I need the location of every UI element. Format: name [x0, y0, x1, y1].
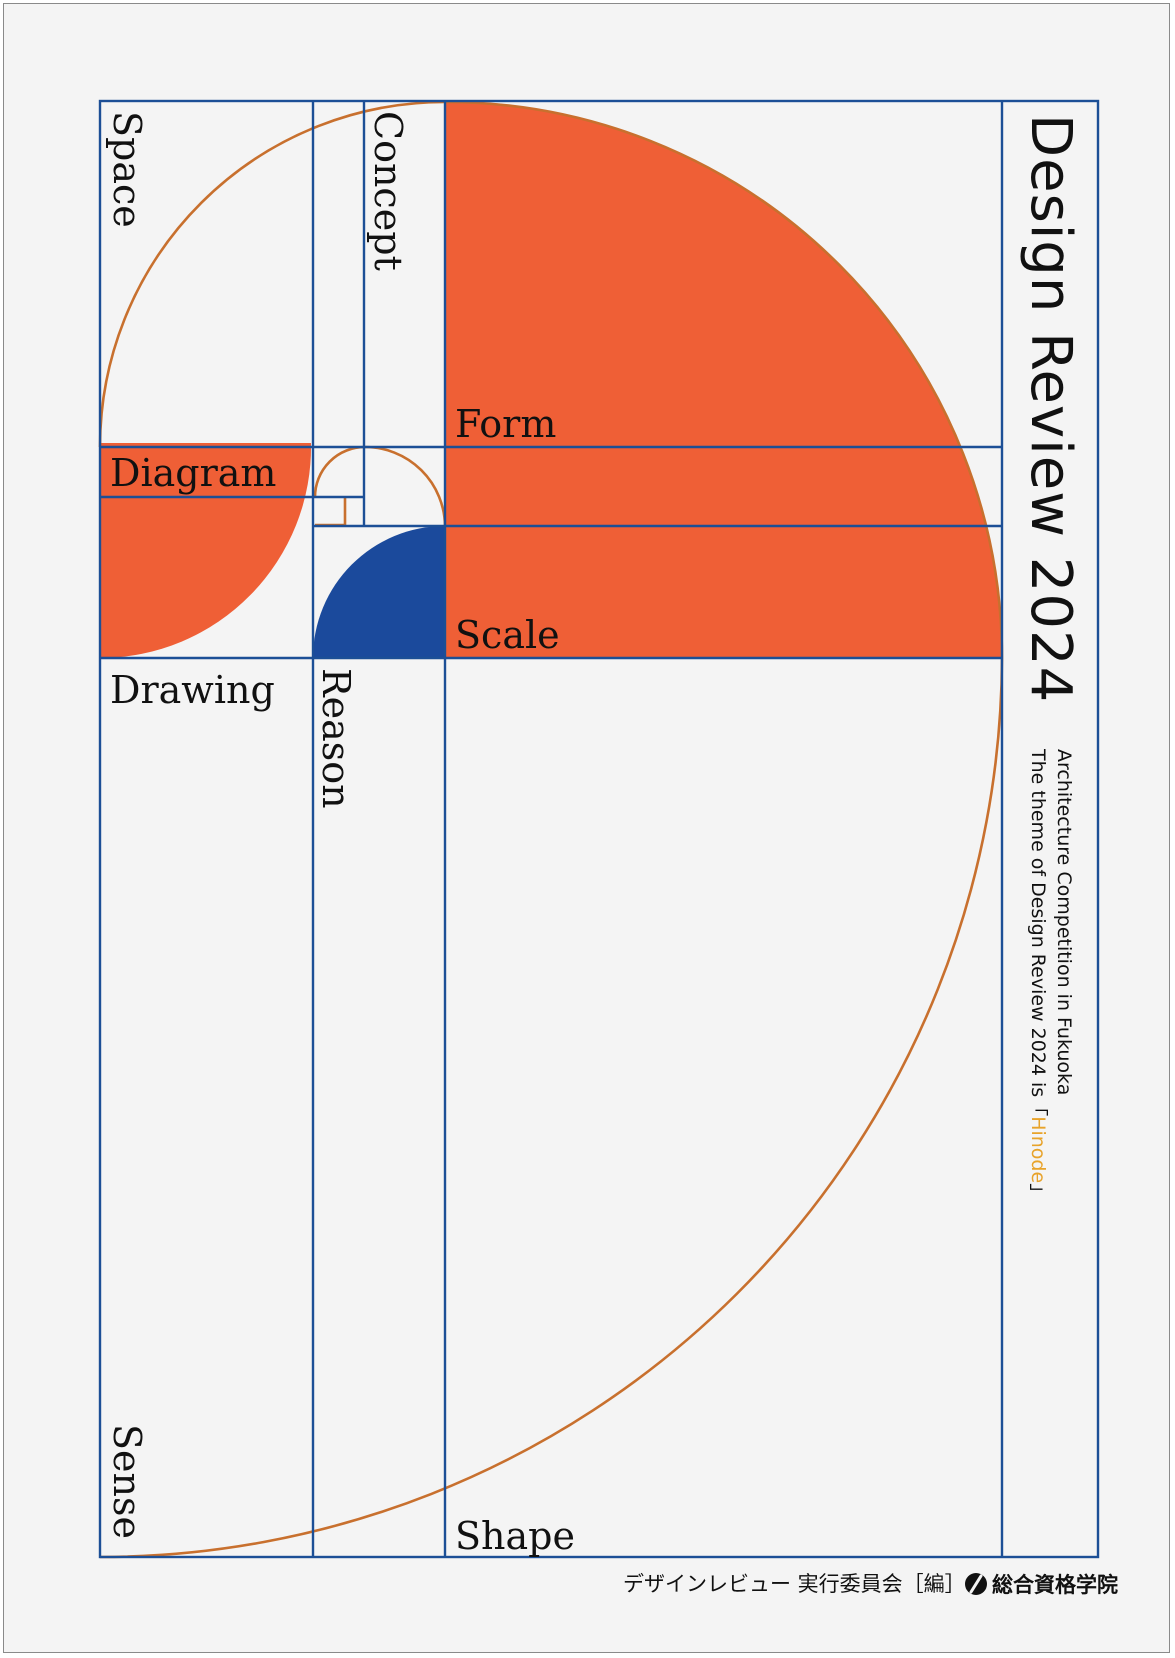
word-form: Form: [455, 402, 556, 446]
word-space: Space: [105, 111, 149, 228]
subtitle-theme: The theme of Design Review 2024 is「Hinod…: [1027, 748, 1049, 1202]
cover-artwork: Form Diagram Scale Drawing Shape Space C…: [98, 99, 1118, 1597]
subtitle-theme-suffix: 」: [1027, 1183, 1049, 1202]
word-concept: Concept: [366, 111, 410, 271]
publisher-name: 総合資格学院: [992, 1573, 1118, 1597]
word-scale: Scale: [455, 613, 560, 657]
word-drawing: Drawing: [110, 668, 275, 712]
word-sense: Sense: [105, 1424, 149, 1539]
subtitle-competition: Architecture Competition in Fukuoka: [1053, 749, 1075, 1095]
large-orange-quarter-circle: [445, 101, 1002, 658]
word-diagram: Diagram: [110, 451, 276, 495]
publisher-logo-icon: [965, 1573, 987, 1595]
word-shape: Shape: [455, 1514, 575, 1558]
book-cover: Form Diagram Scale Drawing Shape Space C…: [3, 3, 1170, 1653]
subtitle-theme-prefix: The theme of Design Review 2024 is「: [1027, 748, 1049, 1116]
word-reason: Reason: [314, 668, 358, 809]
subtitle-theme-highlight: Hinode: [1027, 1116, 1049, 1183]
editor-credit: デザインレビュー 実行委員会［編］: [623, 1572, 966, 1596]
book-title: Design Review 2024: [1018, 114, 1083, 703]
blue-quarter-circle: [313, 526, 445, 658]
grid-lines: [98, 99, 1100, 1559]
